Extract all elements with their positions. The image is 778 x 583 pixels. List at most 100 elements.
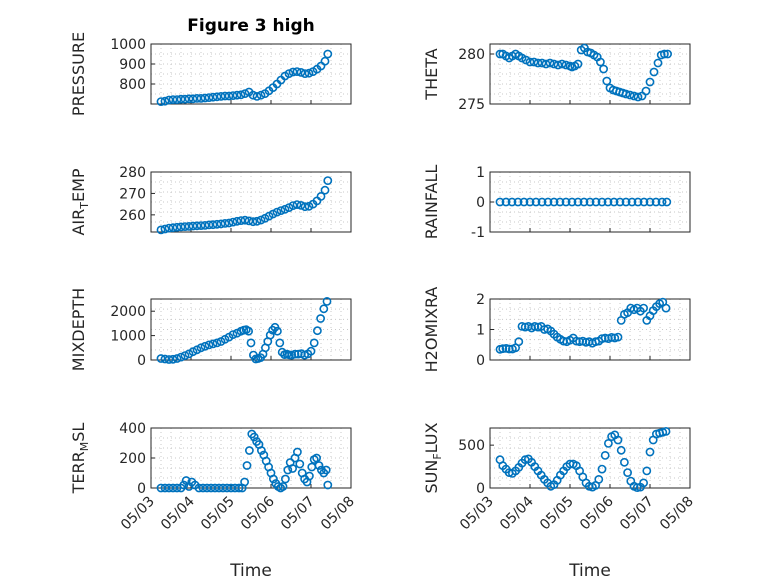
data-point [591, 197, 601, 207]
y-axis-label: AIRTEMP [69, 168, 91, 235]
data-point [525, 57, 535, 67]
data-point [200, 220, 210, 230]
data-point [280, 204, 290, 214]
data-point [252, 92, 262, 101]
data-point [156, 483, 166, 493]
figure-title: Figure 3 high [187, 16, 315, 36]
data-point [288, 201, 298, 210]
data-point [316, 314, 325, 323]
data-point [210, 483, 220, 493]
data-point [252, 216, 262, 226]
data-point [537, 197, 547, 207]
data-point [623, 468, 632, 477]
chart-h2omixra: 0 1 2 H2OMIXRA [422, 287, 691, 372]
data-point [236, 216, 246, 225]
data-point [616, 445, 626, 455]
data-point [224, 218, 234, 228]
chart-sun-flux: 0 500 05/03 05/04 05/05 05/06 05/07 05/08 Time SU… [422, 422, 697, 581]
y-axis-label: SUNFLUX [422, 422, 444, 493]
data-point [224, 91, 234, 101]
data-point [525, 197, 535, 207]
data-point [599, 64, 608, 74]
data-point [214, 483, 224, 493]
data-point [320, 56, 330, 66]
x-tick-label: 05/05 [198, 494, 238, 534]
data-point [228, 91, 238, 100]
y-tick-label: 280 [119, 165, 146, 181]
data-point [180, 94, 190, 104]
data-point [280, 474, 290, 484]
data-point [288, 67, 298, 77]
data-point [160, 96, 170, 106]
data-point [292, 200, 302, 209]
data-point [204, 340, 214, 350]
data-point [256, 446, 266, 455]
data-point [621, 197, 631, 207]
data-point [180, 222, 190, 231]
x-axis-label: Time [229, 561, 272, 581]
data-point [180, 351, 190, 360]
x-tick-label: 05/07 [278, 494, 318, 534]
chart-mixdepth: 0 1000 2000 MIXDEPTH [69, 288, 352, 371]
chart-air-temp: 260 270 280 AIRTEMP [69, 165, 352, 236]
axes-box [150, 298, 352, 361]
data-point [312, 453, 321, 463]
data-point [579, 197, 589, 207]
y-axis-label: RAINFALL [422, 165, 441, 240]
data-point [284, 69, 294, 78]
data-point [228, 217, 238, 227]
data-point [549, 197, 559, 207]
data-point [277, 347, 287, 357]
x-tick-label: 05/06 [577, 493, 617, 533]
data-point [188, 94, 198, 104]
data-point [244, 326, 253, 336]
data-point [615, 197, 625, 207]
data-point [322, 296, 332, 306]
data-point [206, 483, 216, 493]
data-point [314, 461, 324, 470]
data-point [226, 483, 236, 493]
data-point [156, 97, 166, 106]
data-point [573, 197, 583, 207]
data-point [602, 76, 612, 86]
data-point [621, 89, 631, 99]
data-point [292, 67, 302, 76]
data-point [216, 92, 226, 101]
data-point [596, 57, 605, 67]
y-tick-label: 0 [476, 195, 485, 211]
data-point [164, 223, 174, 233]
y-tick-label: 0 [137, 353, 146, 369]
data-point [204, 220, 214, 230]
data-point [232, 90, 242, 100]
data-point [176, 94, 186, 104]
data-point [176, 352, 186, 362]
chart-pressure: 800 900 1000 PRESSURE [69, 32, 352, 116]
data-point [320, 185, 330, 195]
data-point [246, 338, 256, 348]
data-point [160, 483, 170, 493]
data-point [514, 337, 524, 347]
data-point [662, 197, 672, 207]
chart-rainfall: -1 0 1 RAINFALL [422, 165, 691, 241]
data-point [495, 197, 505, 207]
x-tick-label: 05/08 [657, 494, 697, 534]
y-axis-label: MIXDEPTH [69, 288, 88, 371]
data-point [597, 197, 607, 207]
y-tick-label: 280 [458, 47, 485, 63]
data-point [256, 215, 266, 225]
data-point [585, 197, 595, 207]
data-point [661, 303, 671, 313]
y-tick-label: 270 [119, 186, 146, 202]
y-tick-label: 2000 [110, 304, 146, 320]
data-point [620, 457, 629, 467]
data-point [192, 94, 202, 103]
data-point [244, 446, 254, 455]
y-tick-label: 2 [476, 292, 485, 308]
data-point [513, 197, 523, 207]
y-axis-label: THETA [422, 48, 441, 100]
data-point [651, 197, 661, 207]
data-point [172, 222, 182, 232]
data-point [645, 77, 655, 87]
y-tick-label: -1 [471, 225, 485, 241]
data-point [168, 354, 178, 364]
